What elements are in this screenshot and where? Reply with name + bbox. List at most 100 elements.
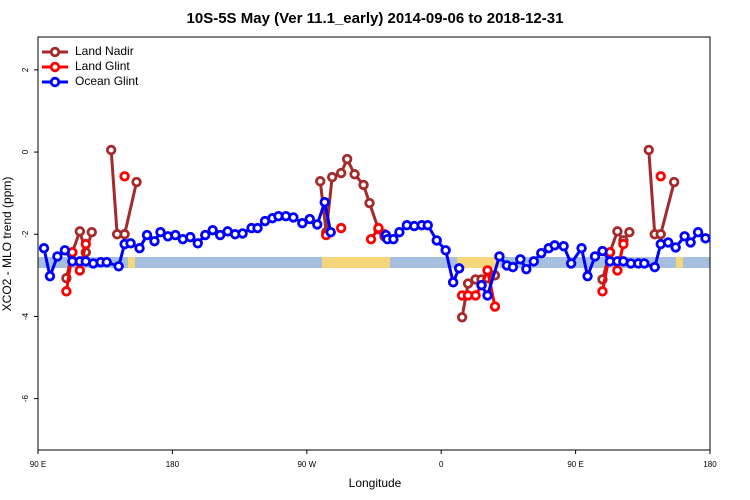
- data-point: [456, 312, 468, 323]
- data-point: [365, 233, 377, 245]
- data-point: [476, 280, 487, 291]
- data-point: [131, 176, 142, 188]
- data-point: [134, 243, 145, 254]
- land-band: [128, 257, 135, 268]
- data-point: [639, 258, 650, 269]
- surface-band: [38, 257, 710, 268]
- land-band: [322, 257, 390, 268]
- data-point: [582, 270, 593, 282]
- land-band: [676, 257, 683, 268]
- y-tick-label: 0: [21, 149, 30, 154]
- data-point: [101, 256, 112, 268]
- data-point: [214, 229, 226, 241]
- data-point: [155, 226, 166, 238]
- data-point: [170, 229, 181, 241]
- data-point: [304, 213, 315, 225]
- data-point: [119, 171, 130, 182]
- data-point: [237, 228, 248, 239]
- data-point: [422, 220, 433, 231]
- data-point: [515, 254, 526, 265]
- data-point: [74, 226, 86, 237]
- data-point: [624, 226, 635, 238]
- data-point: [125, 238, 136, 249]
- data-point: [52, 251, 63, 262]
- data-point: [207, 224, 218, 236]
- data-point: [44, 270, 56, 282]
- data-point: [668, 176, 680, 188]
- data-point: [192, 238, 203, 249]
- x-tick-label: 180: [703, 460, 717, 469]
- data-point: [528, 256, 539, 267]
- data-point: [297, 217, 308, 229]
- data-point: [589, 251, 601, 262]
- data-point: [252, 222, 263, 234]
- data-point: [326, 171, 338, 183]
- data-point: [394, 226, 405, 238]
- data-point: [655, 171, 666, 182]
- legend-marker: [49, 61, 61, 73]
- data-point: [494, 251, 505, 262]
- data-point: [200, 229, 211, 241]
- data-point: [692, 226, 704, 238]
- x-tick-label: 90 E: [567, 460, 583, 469]
- chart-title: 10S-5S May (Ver 11.1_early) 2014-09-06 t…: [187, 10, 564, 27]
- legend-marker: [49, 46, 61, 58]
- data-point: [185, 231, 196, 243]
- data-point: [364, 197, 375, 209]
- data-point: [643, 144, 654, 156]
- legend-label: Land Glint: [75, 59, 130, 73]
- data-point: [319, 196, 330, 208]
- data-point: [662, 237, 674, 248]
- data-point: [447, 277, 459, 288]
- data-point: [507, 261, 519, 273]
- data-point: [335, 167, 347, 179]
- y-tick-label: 2: [21, 67, 30, 72]
- x-tick-label: 180: [166, 460, 180, 469]
- data-point: [612, 265, 623, 276]
- data-point: [521, 263, 532, 275]
- data-point: [565, 258, 577, 269]
- data-point: [61, 286, 72, 297]
- legend-marker: [49, 76, 61, 88]
- data-point: [462, 278, 474, 289]
- y-tick-label: -2: [21, 230, 30, 238]
- data-point: [576, 243, 587, 254]
- x-tick-label: 90 E: [30, 460, 46, 469]
- data-point: [358, 179, 369, 191]
- data-point: [482, 290, 493, 301]
- data-point: [536, 247, 547, 259]
- data-point: [74, 265, 86, 276]
- data-point: [649, 261, 660, 273]
- x-axis-label: Longitude: [349, 476, 402, 490]
- data-point: [349, 169, 360, 180]
- data-point: [141, 229, 153, 241]
- data-point: [679, 231, 690, 242]
- data-point: [431, 235, 442, 246]
- data-point: [335, 222, 347, 234]
- data-point: [86, 226, 97, 238]
- data-point: [315, 176, 326, 187]
- data-point: [388, 233, 399, 245]
- data-point: [685, 237, 696, 248]
- data-point: [700, 233, 711, 244]
- data-point: [482, 265, 493, 276]
- data-point: [119, 229, 130, 240]
- data-point: [105, 144, 117, 156]
- data-point: [558, 240, 569, 252]
- legend-label: Ocean Glint: [75, 74, 139, 88]
- data-point: [470, 290, 481, 301]
- data-point: [489, 301, 501, 312]
- data-point: [288, 212, 299, 223]
- data-point: [341, 153, 353, 165]
- data-point: [38, 243, 50, 254]
- data-point: [618, 238, 629, 250]
- data-point: [612, 226, 623, 237]
- data-point: [670, 242, 681, 253]
- y-axis-label: XCO2 - MLO trend (ppm): [0, 177, 14, 312]
- data-point: [59, 245, 71, 256]
- data-point: [312, 219, 323, 230]
- data-point: [80, 238, 91, 250]
- data-point: [597, 286, 608, 297]
- data-point: [597, 245, 608, 257]
